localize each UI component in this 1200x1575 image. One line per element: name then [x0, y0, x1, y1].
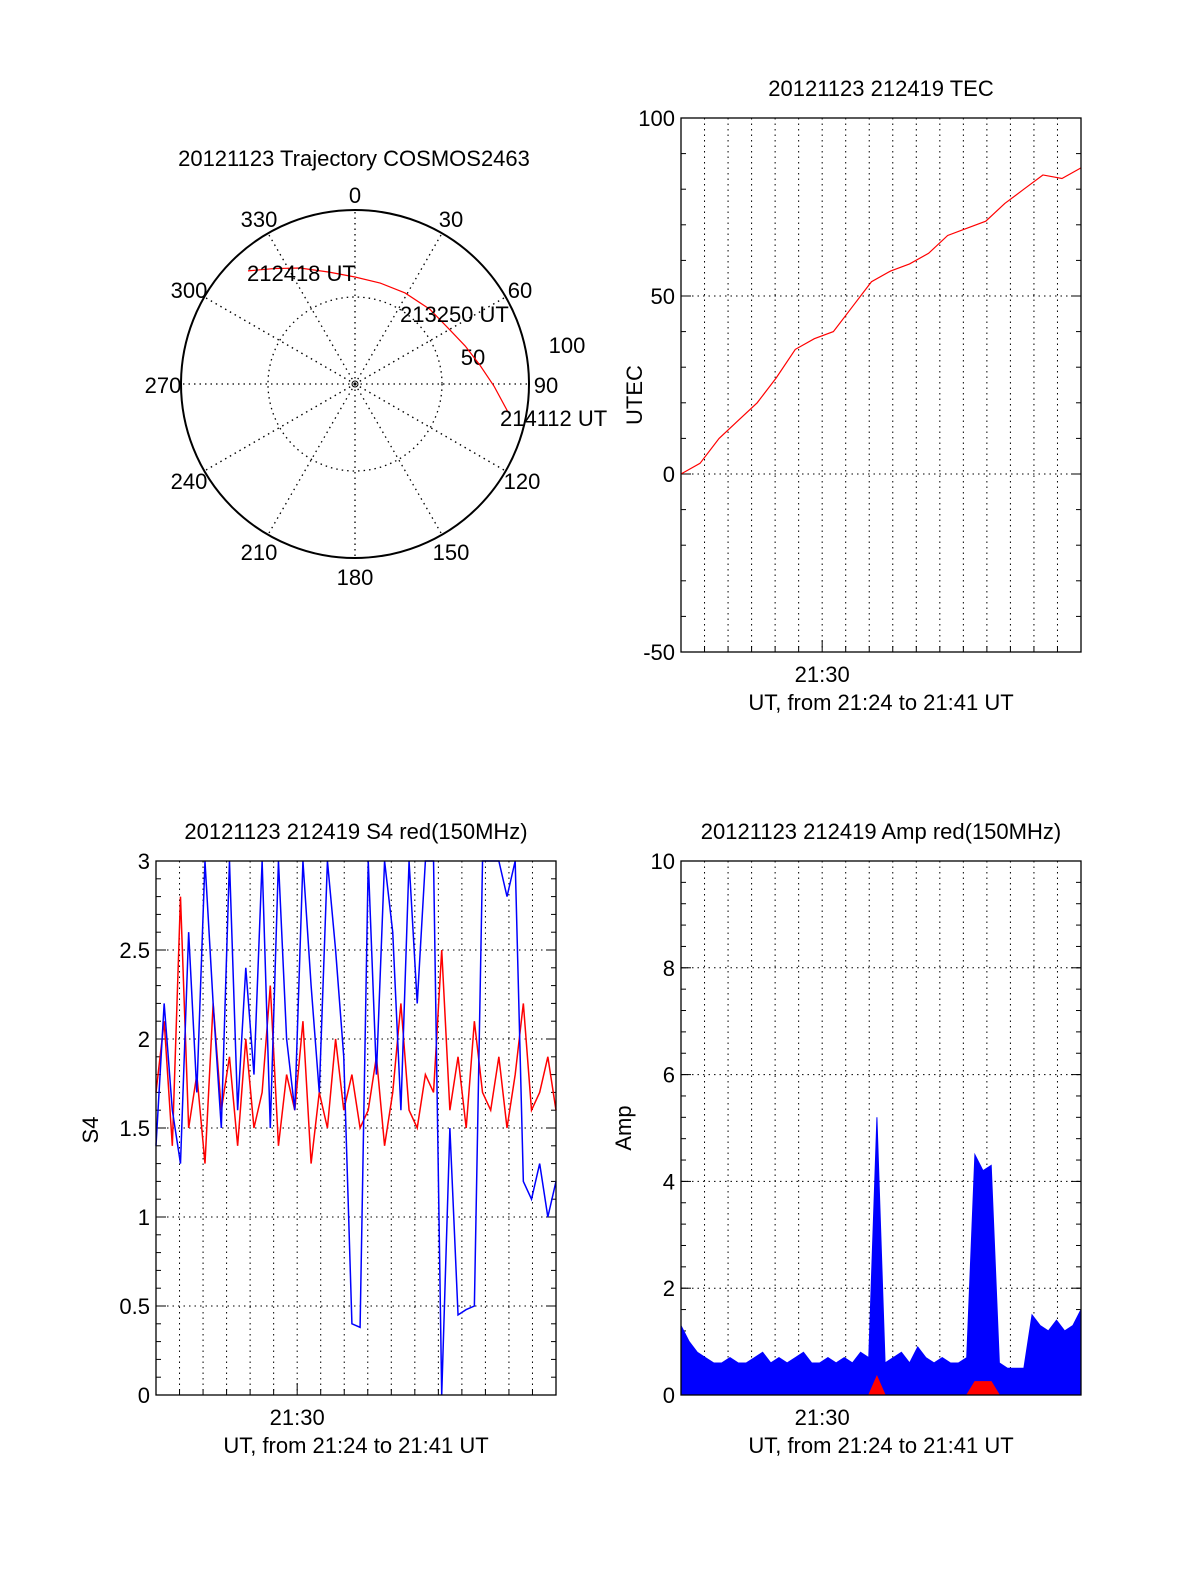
polar-spoke [203, 383, 356, 472]
series-blue-line [155, 860, 557, 1396]
polar-angle-label: 180 [337, 565, 374, 590]
y-tick-label: 0 [663, 1383, 675, 1408]
x-axis-label: UT, from 21:24 to 21:41 UT [748, 690, 1013, 715]
y-tick-label: 0 [663, 462, 675, 487]
polar-angle-label: 300 [171, 278, 208, 303]
plot-frame [155, 860, 557, 1396]
polar-ring-50 [267, 296, 443, 472]
y-tick-label: 50 [651, 284, 675, 309]
x-tick-label: 21:30 [795, 662, 850, 687]
tec-plot: 20121123 212419 TEC 100 50 0 -50 21:30 UT, fro… [622, 76, 1082, 715]
amp-plot: 20121123 212419 Amp red(150MHz) 10 8 6 4 2 0 21… [611, 819, 1082, 1458]
x-tick-label: 21:30 [795, 1405, 850, 1430]
polar-plot: 20121123 Trajectory COSMOS2463 0 30 60 90 120… [145, 146, 608, 590]
trajectory-start-label: 212418 UT [247, 261, 356, 286]
y-tick-label: 10 [651, 849, 675, 874]
polar-angle-label: 120 [504, 469, 541, 494]
y-tick-label: 0 [138, 1383, 150, 1408]
s4-title: 20121123 212419 S4 red(150MHz) [184, 819, 527, 844]
amp-title: 20121123 212419 Amp red(150MHz) [701, 819, 1061, 844]
polar-spoke [267, 232, 356, 385]
s4-plot: 20121123 212419 S4 red(150MHz) 3 2.5 2 1.5 1 0… [78, 819, 557, 1458]
polar-spoke [354, 383, 443, 536]
polar-spoke [203, 296, 356, 385]
plot-frame [680, 860, 1082, 1396]
trajectory-end-label: 214112 UT [500, 406, 607, 431]
y-tick-label: -50 [643, 640, 675, 665]
polar-center [351, 380, 359, 388]
polar-angle-label: 60 [508, 278, 532, 303]
polar-angle-label: 330 [241, 207, 278, 232]
polar-angle-label: 30 [439, 207, 463, 232]
polar-spoke [267, 383, 356, 536]
y-tick-label: 2.5 [119, 938, 150, 963]
trajectory-line [247, 267, 509, 413]
series-red-line [155, 896, 557, 1164]
y-tick-label: 100 [638, 106, 675, 131]
polar-spoke [354, 232, 443, 385]
y-tick-label: 2 [663, 1276, 675, 1301]
plot-frame [680, 117, 1082, 653]
trajectory-mid-label: 213250 UT [400, 302, 509, 327]
y-tick-label: 1.5 [119, 1116, 150, 1141]
y-tick-label: 0.5 [119, 1294, 150, 1319]
polar-radial-label: 50 [461, 345, 485, 370]
y-axis-label: Amp [611, 1105, 636, 1150]
x-tick-label: 21:30 [270, 1405, 325, 1430]
y-axis-label: S4 [78, 1117, 103, 1144]
y-tick-label: 4 [663, 1169, 675, 1194]
y-tick-label: 8 [663, 956, 675, 981]
polar-spoke [354, 296, 507, 385]
tec-title: 20121123 212419 TEC [768, 76, 994, 101]
y-tick-label: 6 [663, 1063, 675, 1088]
polar-title: 20121123 Trajectory COSMOS2463 [178, 146, 530, 171]
polar-spoke [354, 383, 507, 472]
polar-angle-label: 0 [349, 183, 361, 208]
y-tick-label: 3 [138, 849, 150, 874]
polar-radial-label: 100 [549, 333, 586, 358]
series-TEC-line [680, 167, 1082, 475]
y-tick-label: 1 [138, 1205, 150, 1230]
polar-angle-label: 210 [241, 540, 278, 565]
x-axis-label: UT, from 21:24 to 21:41 UT [748, 1433, 1013, 1458]
y-axis-label: UTEC [622, 365, 647, 425]
series-blue-area [680, 1117, 1082, 1396]
polar-angle-label: 270 [145, 373, 182, 398]
polar-outer-ring [180, 209, 530, 559]
y-tick-label: 2 [138, 1027, 150, 1052]
polar-angle-label: 90 [534, 373, 558, 398]
polar-angle-label: 150 [433, 540, 470, 565]
x-axis-label: UT, from 21:24 to 21:41 UT [223, 1433, 488, 1458]
polar-angle-label: 240 [171, 469, 208, 494]
